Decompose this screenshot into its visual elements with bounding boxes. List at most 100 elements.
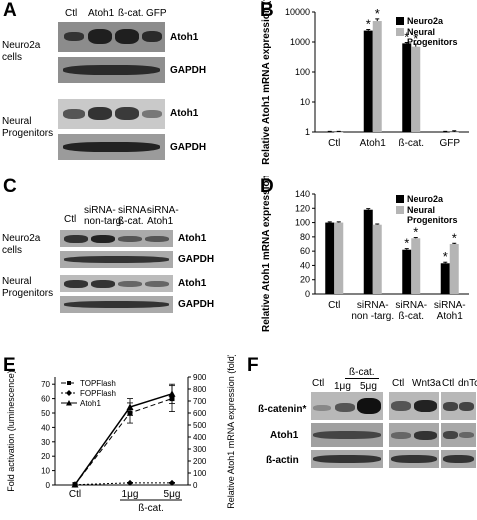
- bar: [363, 209, 373, 294]
- lane-label: Atoh1: [88, 8, 115, 19]
- bar: [402, 249, 412, 294]
- y-tick-label-right: 300: [193, 445, 207, 454]
- blot-atoh1-neuro2a: [58, 22, 165, 52]
- y-tick-label: 10000: [285, 7, 310, 17]
- blot-label: GAPDH: [170, 142, 207, 153]
- panel-label-b: B: [260, 0, 274, 21]
- y-tick-label-right: 400: [193, 433, 207, 442]
- panel-label-c: C: [3, 176, 17, 197]
- bar: [334, 222, 344, 294]
- y-tick-label-right: 200: [193, 457, 207, 466]
- y-tick-label: 1000: [290, 37, 310, 47]
- y-tick-label: 100: [295, 218, 310, 228]
- y-tick-label: 40: [41, 423, 50, 432]
- blot-atoh1-1: [311, 423, 383, 447]
- data-point: [71, 481, 79, 488]
- y-tick-label: 10: [300, 97, 310, 107]
- panel-label-d: D: [260, 176, 274, 197]
- legend-swatch: [396, 17, 404, 25]
- y-axis-label: Fold activation (luminescence): [6, 370, 16, 492]
- y-tick-label-right: 0: [193, 481, 198, 490]
- blot-atoh1-2: [389, 423, 439, 447]
- lane-label: ß-cat.: [118, 8, 144, 19]
- significance-star: *: [404, 236, 409, 251]
- legend-swatch: [396, 195, 404, 203]
- x-tick-label: siRNA-ß-cat.: [395, 300, 427, 322]
- significance-star: *: [366, 17, 371, 32]
- x-tick-label: Ctl: [328, 138, 340, 149]
- blot-gapdh-neuro2a: [60, 251, 173, 268]
- y-axis-label: Relative Atoh1 mRNA expression (fold): [261, 0, 272, 165]
- significance-star: *: [452, 230, 457, 245]
- significance-star: *: [375, 6, 380, 21]
- legend-label: Neuro2a: [407, 194, 444, 204]
- significance-star: *: [413, 225, 418, 240]
- lane-group-header: ß-cat.: [345, 367, 379, 379]
- bar: [440, 263, 450, 294]
- blot-bcatenin-3: [441, 392, 476, 420]
- lane-label: Ctl: [392, 378, 405, 389]
- x-tick-label: siRNA-Atoh1: [434, 300, 466, 322]
- lane-label: siRNA- Atoh1: [147, 205, 179, 227]
- blot-label: Atoh1: [178, 278, 207, 289]
- legend-label: FOPFlash: [80, 389, 116, 398]
- y-tick-label: 70: [41, 380, 50, 389]
- y-tick-label-right: 500: [193, 421, 207, 430]
- x-tick-label: 5μg: [164, 489, 181, 500]
- y-tick-label: 100: [295, 67, 310, 77]
- y-tick-label: 20: [41, 452, 50, 461]
- blot-bactin-1: [311, 450, 383, 468]
- panel-label-a: A: [3, 0, 17, 21]
- data-point: [126, 403, 134, 410]
- bar: [402, 43, 412, 132]
- x-tick-label: siRNA-non -targ.: [351, 300, 394, 322]
- lane-label: 1μg: [334, 381, 351, 392]
- y-tick-label: 60: [300, 246, 310, 256]
- legend-swatch: [396, 28, 404, 36]
- x-tick-label: 1μg: [122, 489, 139, 500]
- y-tick-label: 0: [46, 481, 51, 490]
- bar: [449, 132, 459, 133]
- lane-label: Ctl: [64, 214, 77, 225]
- series-line: [74, 482, 172, 486]
- bar: [440, 132, 450, 133]
- y-tick-label: 30: [41, 438, 50, 447]
- blot-gapdh-progenitors: [60, 296, 173, 313]
- lane-label: siRNA- ß-cat.: [118, 205, 150, 227]
- blot-label: Atoh1: [170, 108, 199, 119]
- significance-star: *: [443, 249, 448, 264]
- legend-marker: [66, 400, 72, 406]
- blot-label: GAPDH: [178, 254, 215, 265]
- chart-b: 1 10 100 1000 10000 Relative Atoh1 mRNA expre…: [261, 0, 469, 165]
- y-tick-label-right: 100: [193, 469, 207, 478]
- row-group-label: Neural Progenitors: [2, 116, 54, 139]
- lane-label: 5μg: [360, 381, 377, 392]
- blot-atoh1-3: [441, 423, 476, 447]
- bar: [411, 46, 421, 132]
- row-group-label: Neuro2a cells: [2, 233, 41, 256]
- blot-label: Atoh1: [170, 32, 199, 43]
- bar: [334, 132, 344, 133]
- y-tick-label: 1: [305, 127, 310, 137]
- blot-gapdh-neuro2a: [58, 57, 165, 83]
- panel-label-f: F: [247, 355, 259, 376]
- x-tick-label: Ctl: [69, 489, 81, 500]
- y-tick-label: 60: [41, 395, 50, 404]
- chart-e: 0102030405060700100200300400500600700800…: [6, 355, 236, 514]
- data-point: [169, 479, 175, 486]
- lane-label: GFP: [146, 8, 167, 19]
- y-tick-label: 40: [300, 260, 310, 270]
- y-tick-label: 10: [41, 467, 50, 476]
- row-label: ß-actin: [266, 455, 299, 466]
- lane-label: dnTcf: [458, 378, 477, 389]
- row-group-label: Neural Progenitors: [2, 276, 54, 299]
- y-tick-label: 50: [41, 409, 50, 418]
- y-tick-label: 0: [305, 289, 310, 299]
- bar: [372, 21, 382, 132]
- blot-atoh1-neuro2a: [60, 230, 173, 247]
- y-tick-label-right: 800: [193, 385, 207, 394]
- y-tick-label-right: 700: [193, 397, 207, 406]
- row-group-label: Neuro2a cells: [2, 40, 41, 63]
- y-tick-label: 80: [300, 232, 310, 242]
- blot-label: Atoh1: [178, 233, 207, 244]
